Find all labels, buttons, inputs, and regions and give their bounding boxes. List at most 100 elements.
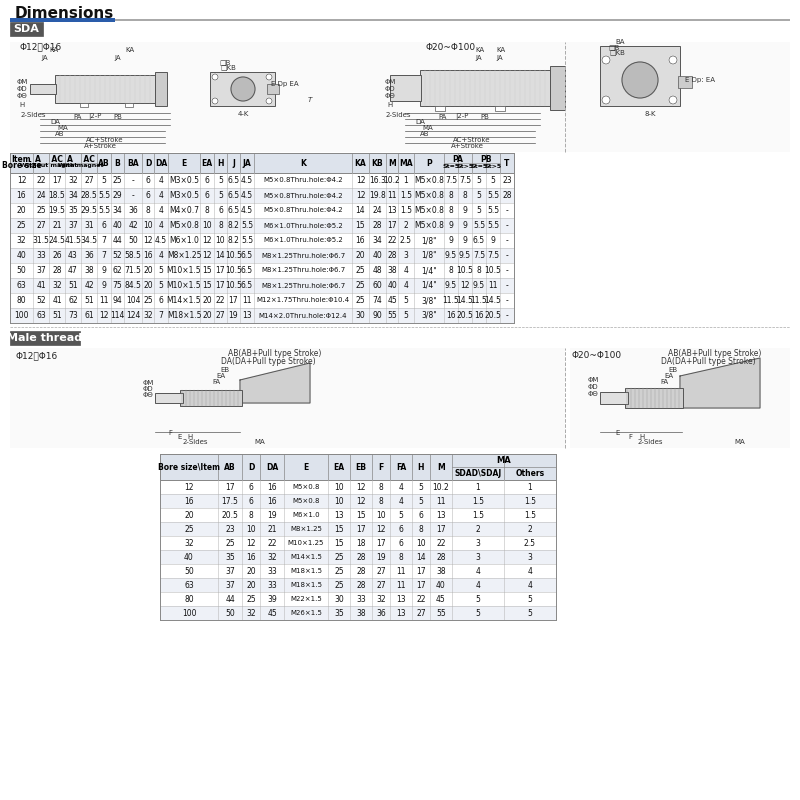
Text: 17: 17 xyxy=(225,482,235,491)
Text: 19.8: 19.8 xyxy=(369,191,386,200)
Text: KA: KA xyxy=(475,47,485,53)
Text: 14: 14 xyxy=(216,251,226,260)
Text: M5×0.8: M5×0.8 xyxy=(414,176,444,185)
Text: 4: 4 xyxy=(158,221,163,230)
Circle shape xyxy=(212,98,218,104)
Text: 1/8": 1/8" xyxy=(421,251,437,260)
Text: 25: 25 xyxy=(17,221,26,230)
Text: 16: 16 xyxy=(446,311,456,320)
Text: 13: 13 xyxy=(396,594,406,603)
Text: Φ12、Φ16: Φ12、Φ16 xyxy=(20,42,62,51)
Bar xyxy=(10,348,565,448)
Text: 3/8": 3/8" xyxy=(421,296,437,305)
Text: 10: 10 xyxy=(246,525,256,534)
Text: 34: 34 xyxy=(373,236,382,245)
Text: 16: 16 xyxy=(184,497,194,506)
Text: 14: 14 xyxy=(356,206,366,215)
Text: M8×1.25Thru.hole:Φ6.7: M8×1.25Thru.hole:Φ6.7 xyxy=(261,253,345,258)
Text: Item: Item xyxy=(12,155,31,165)
Text: ΦD: ΦD xyxy=(385,86,395,92)
Text: 11: 11 xyxy=(396,566,406,575)
Bar xyxy=(210,72,275,106)
Text: 5: 5 xyxy=(218,191,223,200)
Text: A    AC: A AC xyxy=(35,155,63,165)
Text: 1.5: 1.5 xyxy=(400,206,412,215)
Text: 75: 75 xyxy=(113,281,122,290)
Text: JA: JA xyxy=(476,55,482,61)
Text: 34: 34 xyxy=(113,206,122,215)
Text: 9.5: 9.5 xyxy=(459,251,471,260)
Text: 23: 23 xyxy=(225,525,235,534)
Text: 35: 35 xyxy=(225,553,235,562)
Text: 50: 50 xyxy=(225,609,235,618)
Text: D: D xyxy=(145,158,151,167)
Text: 10.2: 10.2 xyxy=(384,176,400,185)
Text: 5: 5 xyxy=(403,311,409,320)
Text: 71.5: 71.5 xyxy=(125,266,142,275)
Text: DA: DA xyxy=(415,119,425,125)
Text: 6.5: 6.5 xyxy=(241,266,253,275)
Text: 28: 28 xyxy=(387,251,397,260)
Text: 40: 40 xyxy=(113,221,122,230)
Text: 2: 2 xyxy=(528,525,532,534)
Text: 17: 17 xyxy=(387,221,397,230)
Text: EA: EA xyxy=(664,373,673,379)
Text: 21: 21 xyxy=(267,525,277,534)
Text: 15: 15 xyxy=(202,281,212,290)
Text: KA: KA xyxy=(497,47,506,53)
Text: 37: 37 xyxy=(225,566,235,575)
Text: 16: 16 xyxy=(143,251,153,260)
Text: A+Stroke: A+Stroke xyxy=(450,143,483,149)
Text: AB: AB xyxy=(98,158,110,167)
Bar xyxy=(10,233,514,248)
Text: M4×0.7: M4×0.7 xyxy=(169,206,199,215)
Text: 20: 20 xyxy=(246,581,256,590)
Bar xyxy=(10,278,514,293)
Text: 1: 1 xyxy=(476,482,480,491)
Text: 33: 33 xyxy=(267,581,277,590)
Text: 12: 12 xyxy=(202,236,212,245)
Text: 27: 27 xyxy=(376,566,386,575)
Text: 25: 25 xyxy=(36,206,46,215)
Text: 50: 50 xyxy=(17,266,26,275)
Text: 11: 11 xyxy=(99,296,109,305)
Text: 9: 9 xyxy=(102,281,106,290)
Text: PA: PA xyxy=(453,155,463,165)
Text: M8×1.25Thru.hole:Φ6.7: M8×1.25Thru.hole:Φ6.7 xyxy=(261,267,345,274)
Text: AC+Stroke: AC+Stroke xyxy=(454,137,490,143)
Text: 29.5: 29.5 xyxy=(81,206,98,215)
Text: 15: 15 xyxy=(356,221,366,230)
Text: -: - xyxy=(506,311,508,320)
Text: 1.5: 1.5 xyxy=(524,510,536,519)
Text: 2: 2 xyxy=(476,525,480,534)
Text: St=5: St=5 xyxy=(442,163,460,169)
Text: 17: 17 xyxy=(416,566,426,575)
Text: M18×1.5: M18×1.5 xyxy=(290,582,322,588)
Text: 7.5: 7.5 xyxy=(487,251,499,260)
Text: 41.5: 41.5 xyxy=(65,236,82,245)
Text: M8×1.25: M8×1.25 xyxy=(166,251,202,260)
Text: 5: 5 xyxy=(477,176,482,185)
Text: 23: 23 xyxy=(502,176,512,185)
Text: ΦM: ΦM xyxy=(16,79,28,85)
Text: 33: 33 xyxy=(267,566,277,575)
Text: 7.5: 7.5 xyxy=(459,176,471,185)
Text: 6: 6 xyxy=(205,191,210,200)
Text: MA: MA xyxy=(734,439,746,445)
Bar xyxy=(180,390,242,406)
Text: 4: 4 xyxy=(398,482,403,491)
Text: ΦM: ΦM xyxy=(587,377,598,383)
Text: 20: 20 xyxy=(184,510,194,519)
Text: 4: 4 xyxy=(527,566,533,575)
Circle shape xyxy=(669,96,677,104)
Text: 6.5: 6.5 xyxy=(241,281,253,290)
Text: E Dp: EA: E Dp: EA xyxy=(685,77,715,83)
Text: 16: 16 xyxy=(474,311,484,320)
Text: 4.5: 4.5 xyxy=(241,191,253,200)
Bar xyxy=(160,480,556,494)
Text: 45: 45 xyxy=(267,609,277,618)
Text: 29: 29 xyxy=(113,191,122,200)
Text: 25: 25 xyxy=(356,296,366,305)
Text: 28: 28 xyxy=(356,566,366,575)
Text: JA: JA xyxy=(242,158,251,167)
